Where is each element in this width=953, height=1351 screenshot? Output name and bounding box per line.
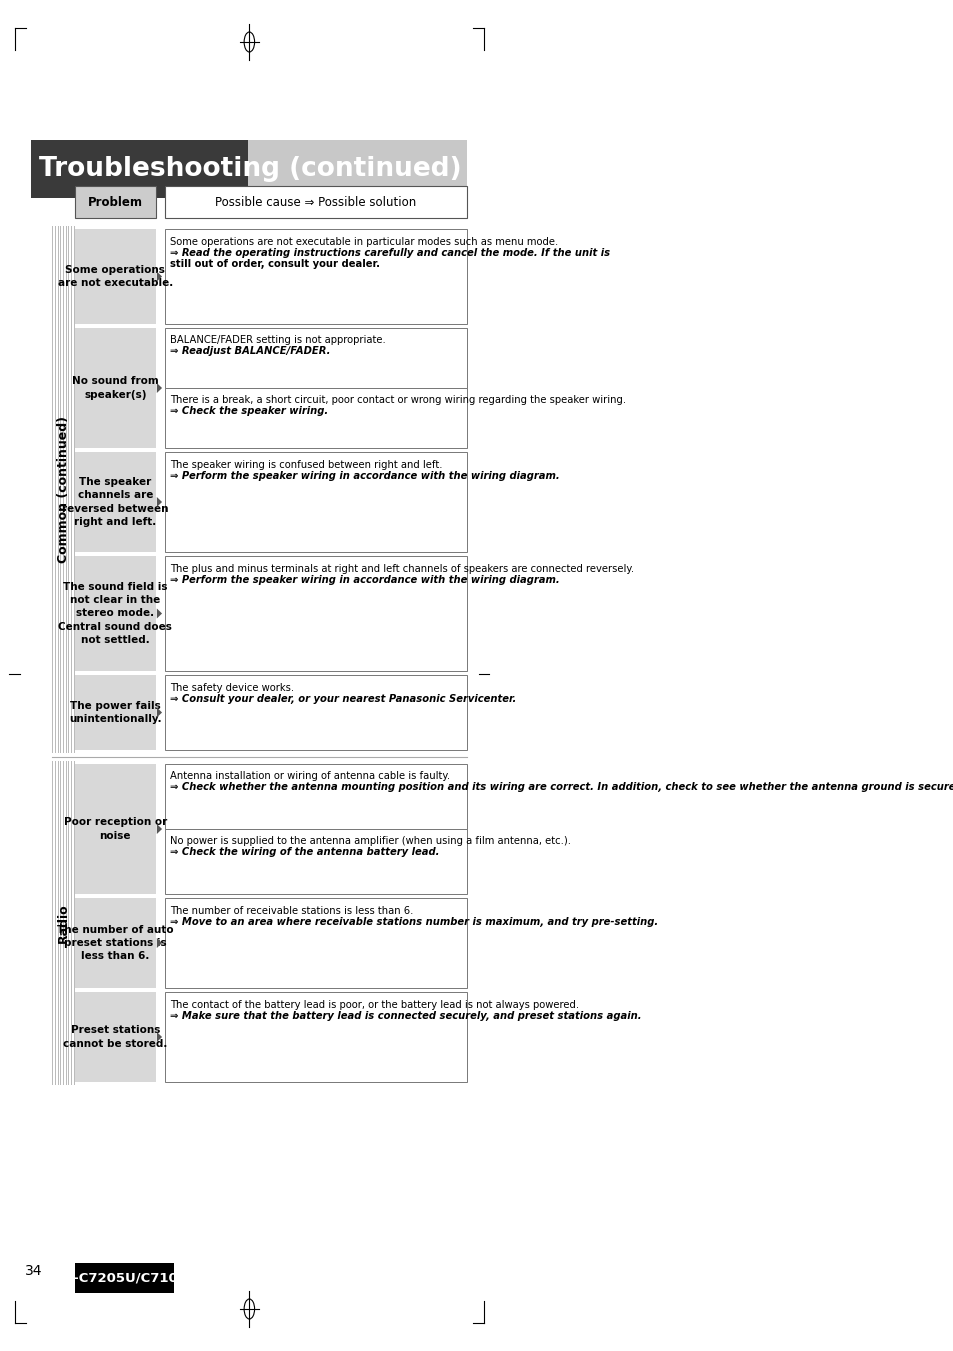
FancyBboxPatch shape <box>74 328 155 449</box>
FancyBboxPatch shape <box>31 141 248 199</box>
Bar <box>55 761 56 1085</box>
FancyBboxPatch shape <box>74 557 155 671</box>
Bar <box>69 761 70 1085</box>
Text: The contact of the battery lead is poor, or the battery lead is not always power: The contact of the battery lead is poor,… <box>170 1000 578 1011</box>
Text: ⇒ Move to an area where receivable stations number is maximum, and try pre-setti: ⇒ Move to an area where receivable stati… <box>170 917 658 927</box>
Bar <box>66 226 67 753</box>
FancyBboxPatch shape <box>165 453 466 553</box>
Text: ⇒ Check the wiring of the antenna battery lead.: ⇒ Check the wiring of the antenna batter… <box>170 847 438 857</box>
Text: The number of receivable stations is less than 6.: The number of receivable stations is les… <box>170 907 413 916</box>
Text: The safety device works.: The safety device works. <box>170 684 294 693</box>
Text: ⇒ Perform the speaker wiring in accordance with the wiring diagram.: ⇒ Perform the speaker wiring in accordan… <box>170 471 559 481</box>
Text: Antenna installation or wiring of antenna cable is faulty.: Antenna installation or wiring of antenn… <box>170 771 450 781</box>
FancyBboxPatch shape <box>165 898 466 988</box>
Text: Preset stations
cannot be stored.: Preset stations cannot be stored. <box>63 1025 168 1048</box>
Bar <box>60 226 61 753</box>
FancyBboxPatch shape <box>74 676 155 750</box>
Bar <box>63 226 64 753</box>
Text: ⇒ Check whether the antenna mounting position and its wiring are correct. In add: ⇒ Check whether the antenna mounting pos… <box>170 782 953 792</box>
Text: Possible cause ⇒ Possible solution: Possible cause ⇒ Possible solution <box>215 196 416 208</box>
Text: Common (continued): Common (continued) <box>57 416 70 563</box>
Text: Radio: Radio <box>57 904 70 943</box>
Text: ⇒ Consult your dealer, or your nearest Panasonic Servicenter.: ⇒ Consult your dealer, or your nearest P… <box>170 694 516 704</box>
Bar <box>60 761 61 1085</box>
Text: Troubleshooting (continued): Troubleshooting (continued) <box>39 155 461 182</box>
Text: Poor reception or
noise: Poor reception or noise <box>64 817 167 840</box>
Text: Some operations are not executable in particular modes such as menu mode.: Some operations are not executable in pa… <box>170 236 558 247</box>
FancyBboxPatch shape <box>165 186 466 218</box>
FancyBboxPatch shape <box>165 992 466 1082</box>
FancyBboxPatch shape <box>165 676 466 750</box>
Bar <box>69 226 70 753</box>
FancyBboxPatch shape <box>165 765 466 830</box>
Polygon shape <box>156 272 162 281</box>
FancyBboxPatch shape <box>248 141 467 199</box>
Polygon shape <box>156 708 162 717</box>
FancyBboxPatch shape <box>165 388 466 449</box>
FancyBboxPatch shape <box>74 186 155 218</box>
FancyBboxPatch shape <box>74 453 155 553</box>
Text: There is a break, a short circuit, poor contact or wrong wiring regarding the sp: There is a break, a short circuit, poor … <box>170 394 625 405</box>
Text: The plus and minus terminals at right and left channels of speakers are connecte: The plus and minus terminals at right an… <box>170 563 634 574</box>
Bar <box>71 761 72 1085</box>
Text: ⇒ Readjust BALANCE/FADER.: ⇒ Readjust BALANCE/FADER. <box>170 346 330 357</box>
FancyBboxPatch shape <box>165 328 466 388</box>
Bar <box>52 226 53 753</box>
Bar <box>57 761 59 1085</box>
Text: The power fails
unintentionally.: The power fails unintentionally. <box>69 701 161 724</box>
FancyBboxPatch shape <box>74 765 155 894</box>
Text: 34: 34 <box>25 1265 42 1278</box>
Bar <box>52 761 53 1085</box>
Bar <box>71 226 72 753</box>
Polygon shape <box>156 608 162 619</box>
Text: ⇒ Check the speaker wiring.: ⇒ Check the speaker wiring. <box>170 407 328 416</box>
Text: Some operations
are not executable.: Some operations are not executable. <box>57 265 172 288</box>
Text: The speaker wiring is confused between right and left.: The speaker wiring is confused between r… <box>170 459 442 470</box>
Polygon shape <box>156 1032 162 1042</box>
Bar <box>55 226 56 753</box>
FancyBboxPatch shape <box>74 992 155 1082</box>
FancyBboxPatch shape <box>74 230 155 324</box>
Text: No sound from
speaker(s): No sound from speaker(s) <box>71 377 158 400</box>
FancyBboxPatch shape <box>165 230 466 324</box>
FancyBboxPatch shape <box>74 898 155 988</box>
Bar <box>66 761 67 1085</box>
Bar <box>63 761 64 1085</box>
Text: The number of auto
preset stations is
less than 6.: The number of auto preset stations is le… <box>57 925 173 961</box>
Text: BALANCE/FADER setting is not appropriate.: BALANCE/FADER setting is not appropriate… <box>170 335 385 345</box>
Polygon shape <box>156 497 162 507</box>
Polygon shape <box>156 938 162 948</box>
FancyBboxPatch shape <box>74 1263 173 1293</box>
Text: Problem: Problem <box>88 196 143 208</box>
FancyBboxPatch shape <box>165 557 466 671</box>
Text: ⇒ Make sure that the battery lead is connected securely, and preset stations aga: ⇒ Make sure that the battery lead is con… <box>170 1011 640 1021</box>
Text: ⇒ Perform the speaker wiring in accordance with the wiring diagram.: ⇒ Perform the speaker wiring in accordan… <box>170 576 559 585</box>
Text: The speaker
channels are
reversed between
right and left.: The speaker channels are reversed betwee… <box>62 477 169 527</box>
Bar <box>73 226 74 753</box>
Bar <box>73 761 74 1085</box>
Text: still out of order, consult your dealer.: still out of order, consult your dealer. <box>170 259 379 269</box>
Bar <box>57 226 59 753</box>
Text: The sound field is
not clear in the
stereo mode.
Central sound does
not settled.: The sound field is not clear in the ster… <box>58 582 172 644</box>
Polygon shape <box>156 824 162 834</box>
Text: CQ-C7205U/C7105U: CQ-C7205U/C7105U <box>52 1271 198 1285</box>
Text: No power is supplied to the antenna amplifier (when using a film antenna, etc.).: No power is supplied to the antenna ampl… <box>170 836 570 846</box>
FancyBboxPatch shape <box>165 830 466 894</box>
Text: ⇒ Read the operating instructions carefully and cancel the mode. If the unit is: ⇒ Read the operating instructions carefu… <box>170 249 609 258</box>
Polygon shape <box>156 382 162 393</box>
